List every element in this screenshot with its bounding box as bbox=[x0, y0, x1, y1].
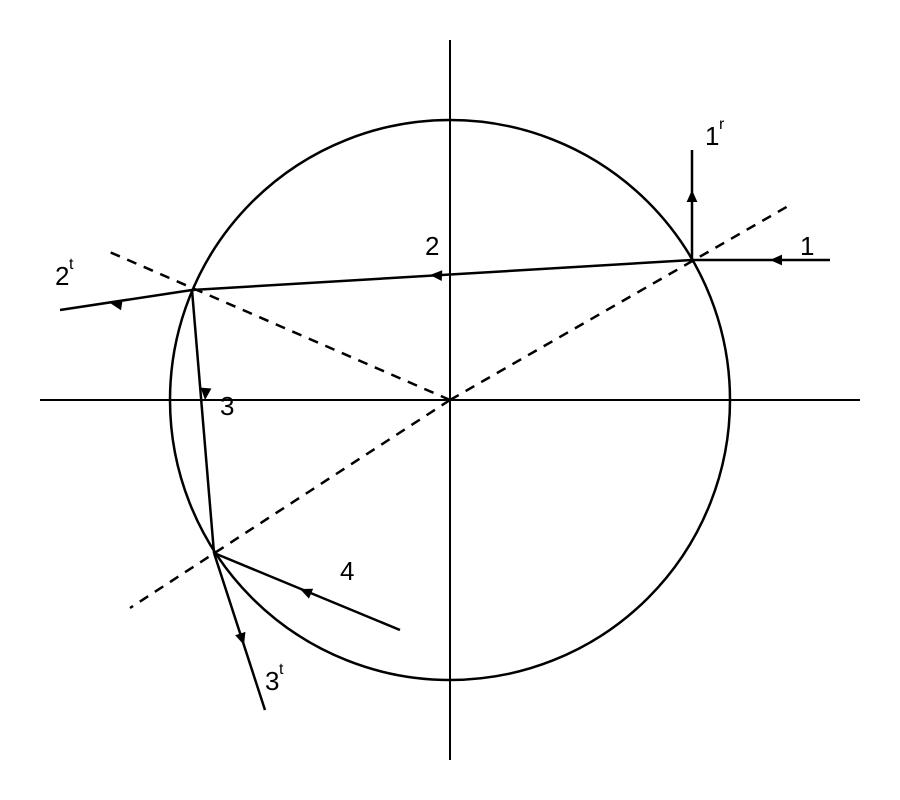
label-l2: 2 bbox=[425, 231, 439, 261]
label-l4: 4 bbox=[340, 556, 354, 586]
label-l3: 3 bbox=[220, 391, 234, 421]
label-l1: 1 bbox=[800, 231, 814, 261]
ray-optics-diagram: 11r22t33t4 bbox=[0, 0, 900, 800]
